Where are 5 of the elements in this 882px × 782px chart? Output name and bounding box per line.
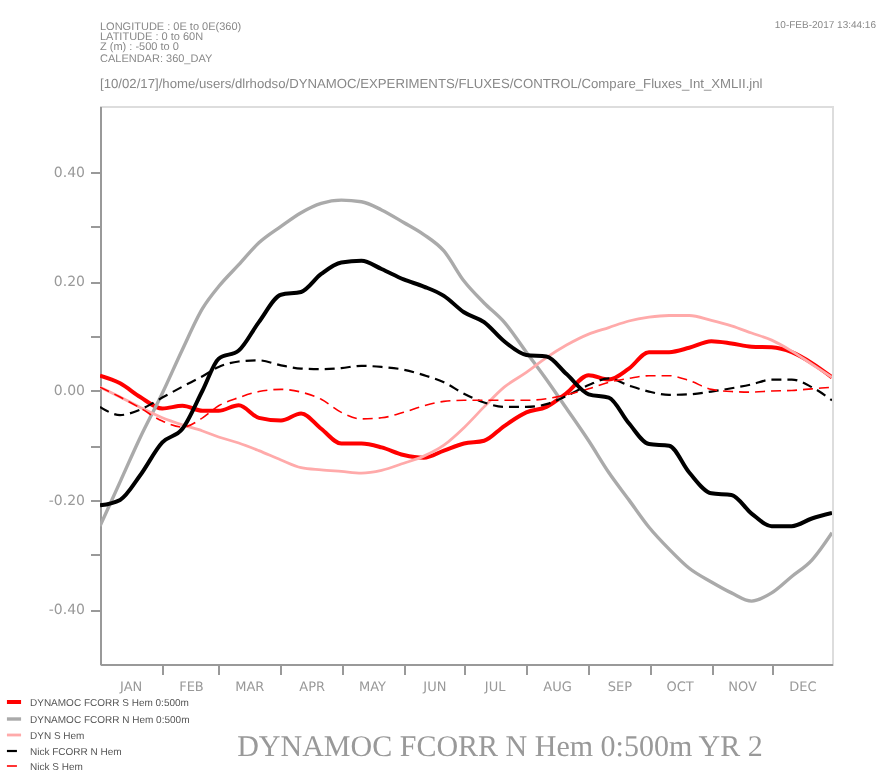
text: DYNAMOC FCORR N Hem 0:500m YR 2 (237, 732, 763, 764)
line-series (100, 339, 832, 460)
line-series (100, 314, 832, 475)
line-series (100, 198, 832, 603)
line-series (100, 258, 832, 529)
